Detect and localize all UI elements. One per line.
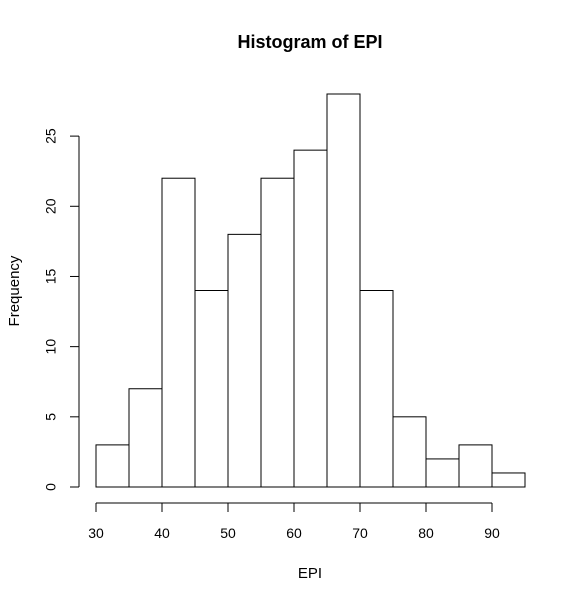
histogram-bar-8 [326,93,361,488]
x-tick-label-80: 80 [418,525,434,541]
y-tick-label-0: 0 [43,483,59,491]
x-tick-label-50: 50 [220,525,236,541]
histogram-bar-6 [260,177,295,488]
histogram-bar-3 [161,177,196,488]
x-tick-label-60: 60 [286,525,302,541]
y-axis: 0 5 10 15 20 25 [43,128,80,491]
chart-title: Histogram of EPI [237,32,382,52]
histogram-bar-12 [458,444,493,488]
y-axis-label: Frequency [6,255,23,326]
histogram-bar-9 [359,290,394,488]
y-tick-label-15: 15 [43,268,59,284]
y-tick-label-25: 25 [43,128,59,144]
x-axis: 30 40 50 60 70 80 90 [88,502,500,541]
x-tick-label-30: 30 [88,525,104,541]
histogram-bar-11 [425,458,460,488]
x-tick-label-90: 90 [484,525,500,541]
x-tick-label-70: 70 [352,525,368,541]
histogram-bar-4 [194,290,229,488]
histogram-bar-10 [392,416,427,488]
histogram-bar-7 [293,149,328,488]
y-tick-label-5: 5 [43,413,59,421]
x-axis-label: EPI [298,565,322,582]
histogram-bar-2 [128,388,163,488]
histogram-bar-1 [95,444,130,488]
y-tick-label-10: 10 [43,339,59,355]
x-tick-label-40: 40 [154,525,170,541]
y-tick-label-20: 20 [43,198,59,214]
histogram-bars [95,93,526,488]
histogram-bar-13 [491,472,526,488]
histogram-bar-5 [227,233,262,488]
